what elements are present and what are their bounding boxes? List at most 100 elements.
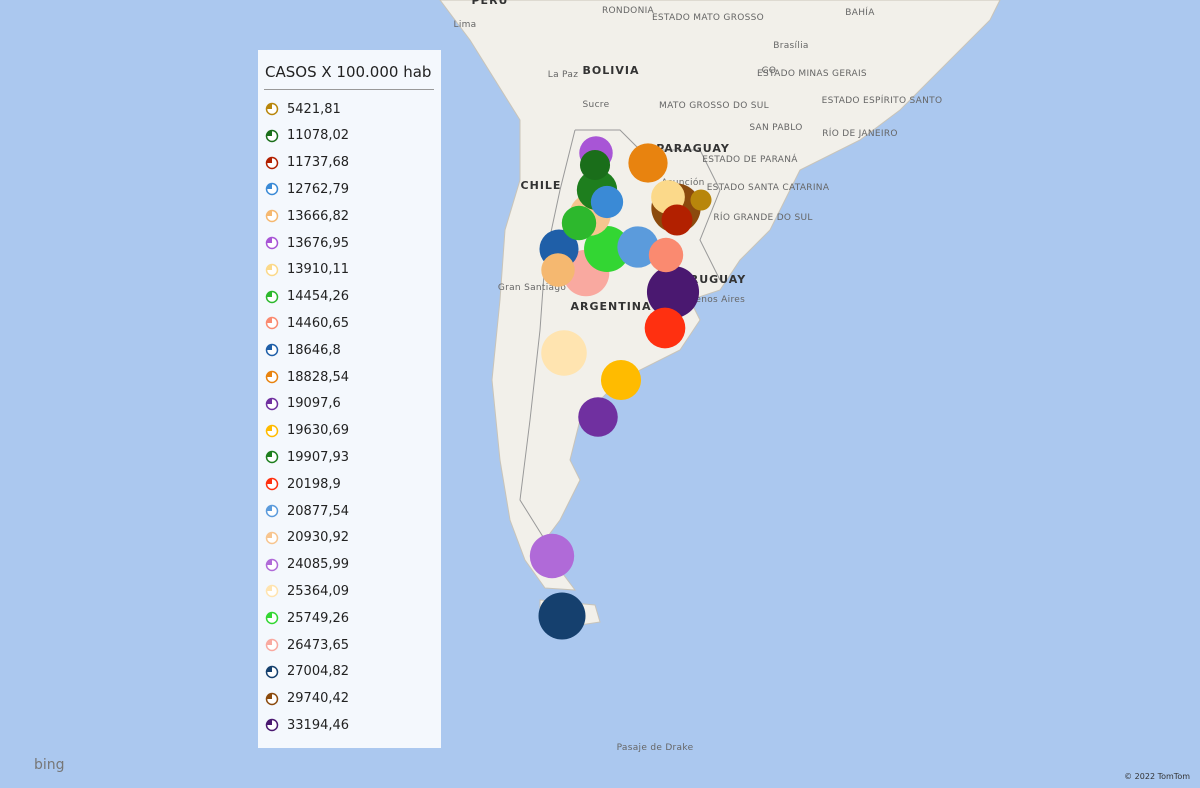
legend-item: 18646,8 bbox=[265, 340, 341, 360]
map-label: ESTADO SANTA CATARINA bbox=[707, 183, 830, 193]
legend-icon bbox=[265, 611, 279, 625]
legend-item: 5421,81 bbox=[265, 99, 341, 119]
bubble bbox=[617, 226, 659, 268]
border bbox=[519, 129, 721, 541]
legend-item: 27004,82 bbox=[265, 662, 349, 682]
legend-item: 25749,26 bbox=[265, 608, 349, 628]
map-label: ESTADO DE PARANÁ bbox=[702, 153, 798, 165]
map-label: La Paz bbox=[548, 70, 578, 80]
map-label: MATO GROSSO DO SUL bbox=[659, 101, 769, 111]
legend-icon bbox=[265, 397, 279, 411]
legend-title: CASOS X 100.000 hab bbox=[265, 63, 432, 81]
bubble bbox=[584, 226, 630, 272]
legend-label: 13666,82 bbox=[287, 208, 350, 224]
legend-label: 13676,95 bbox=[287, 235, 350, 251]
legend-icon bbox=[265, 665, 279, 679]
icon-wedge bbox=[266, 505, 272, 511]
legend-item: 13910,11 bbox=[265, 260, 349, 280]
legend-label: 11078,02 bbox=[287, 128, 350, 144]
bubble bbox=[590, 185, 624, 219]
legend-item: 14454,26 bbox=[265, 287, 349, 307]
bubble bbox=[541, 253, 575, 287]
icon-wedge bbox=[266, 237, 272, 243]
icon-wedge bbox=[266, 666, 272, 672]
bubble bbox=[529, 533, 575, 579]
legend-icon bbox=[265, 343, 279, 357]
legend-icon bbox=[265, 719, 279, 732]
map-label: PARAGUAY bbox=[656, 142, 730, 155]
legend-label: 20877,54 bbox=[287, 503, 350, 519]
legend-icon bbox=[265, 317, 279, 330]
bubble bbox=[561, 205, 597, 241]
legend-label: 19630,69 bbox=[287, 423, 350, 439]
legend: CASOS X 100.000 hab 5421,81 11078,02 11737… bbox=[258, 50, 441, 748]
legend-icon bbox=[265, 424, 279, 437]
bubble bbox=[578, 397, 618, 437]
map-label: ARGENTINA bbox=[570, 300, 651, 313]
legend-label: 27004,82 bbox=[287, 664, 350, 680]
bubble bbox=[538, 592, 586, 640]
legend-item: 19097,6 bbox=[265, 394, 341, 414]
legend-icon bbox=[265, 451, 279, 464]
legend-item: 19907,93 bbox=[265, 447, 349, 467]
icon-wedge bbox=[266, 693, 272, 699]
map-label: Buenos Aires bbox=[683, 295, 745, 305]
legend-label: 14460,65 bbox=[287, 315, 350, 331]
map-label: RÍO DE JANEIRO bbox=[822, 127, 898, 139]
legend-item: 26473,65 bbox=[265, 635, 349, 655]
icon-wedge bbox=[266, 478, 272, 485]
legend-rule bbox=[264, 89, 434, 90]
legend-label: 29740,42 bbox=[287, 691, 350, 707]
legend-item: 18828,54 bbox=[265, 367, 349, 387]
bubble bbox=[600, 359, 642, 401]
icon-wedge bbox=[266, 317, 272, 324]
icon-wedge bbox=[266, 210, 272, 217]
legend-label: 25749,26 bbox=[287, 610, 350, 626]
icon-wedge bbox=[266, 157, 272, 163]
legend-icon bbox=[265, 638, 279, 652]
legend-label: 26473,65 bbox=[287, 637, 350, 653]
map-label: Gran Santiago bbox=[498, 283, 567, 293]
legend-icon bbox=[265, 558, 279, 571]
map-label: Asunción bbox=[661, 177, 704, 188]
legend-label: 18828,54 bbox=[287, 369, 350, 385]
legend-item: 11078,02 bbox=[265, 126, 349, 146]
icon-wedge bbox=[266, 130, 272, 136]
icon-wedge bbox=[266, 371, 272, 377]
map-label: CHILE bbox=[521, 179, 562, 192]
map-label: ESTADO ESPÍRITO SANTO bbox=[822, 94, 943, 106]
icon-wedge bbox=[266, 183, 272, 190]
map-label: Pasaje de Drake bbox=[617, 743, 694, 753]
bubble bbox=[644, 307, 686, 349]
legend-label: 12762,79 bbox=[287, 181, 350, 197]
map-label: RÍO GRANDE DO SUL bbox=[713, 211, 812, 223]
bubble bbox=[690, 189, 712, 211]
legend-icon bbox=[265, 370, 279, 384]
map-label: BOLIVIA bbox=[583, 64, 640, 77]
map-label: BAHÍA bbox=[845, 6, 875, 18]
legend-item: 24085,99 bbox=[265, 555, 349, 575]
legend-label: 19907,93 bbox=[287, 449, 350, 465]
icon-wedge bbox=[266, 264, 272, 270]
icon-wedge bbox=[266, 398, 272, 404]
bubble bbox=[646, 265, 700, 319]
legend-label: 14454,26 bbox=[287, 289, 350, 305]
legend-icon bbox=[265, 477, 279, 491]
icon-wedge bbox=[266, 719, 272, 726]
legend-icon bbox=[265, 102, 279, 116]
bubble bbox=[628, 143, 668, 183]
legend-icon bbox=[265, 585, 279, 598]
bubble bbox=[541, 330, 587, 376]
icon-wedge bbox=[266, 451, 272, 458]
legend-item: 11737,68 bbox=[265, 153, 349, 173]
legend-item: 14460,65 bbox=[265, 313, 349, 333]
legend-label: 33194,46 bbox=[287, 717, 350, 733]
legend-icon bbox=[265, 209, 279, 223]
logo: bing bbox=[34, 757, 65, 773]
map-label: RONDONIA bbox=[602, 6, 655, 16]
legend-label: 25364,09 bbox=[287, 583, 350, 599]
legend-label: 24085,99 bbox=[287, 557, 350, 573]
bubble bbox=[648, 237, 684, 273]
